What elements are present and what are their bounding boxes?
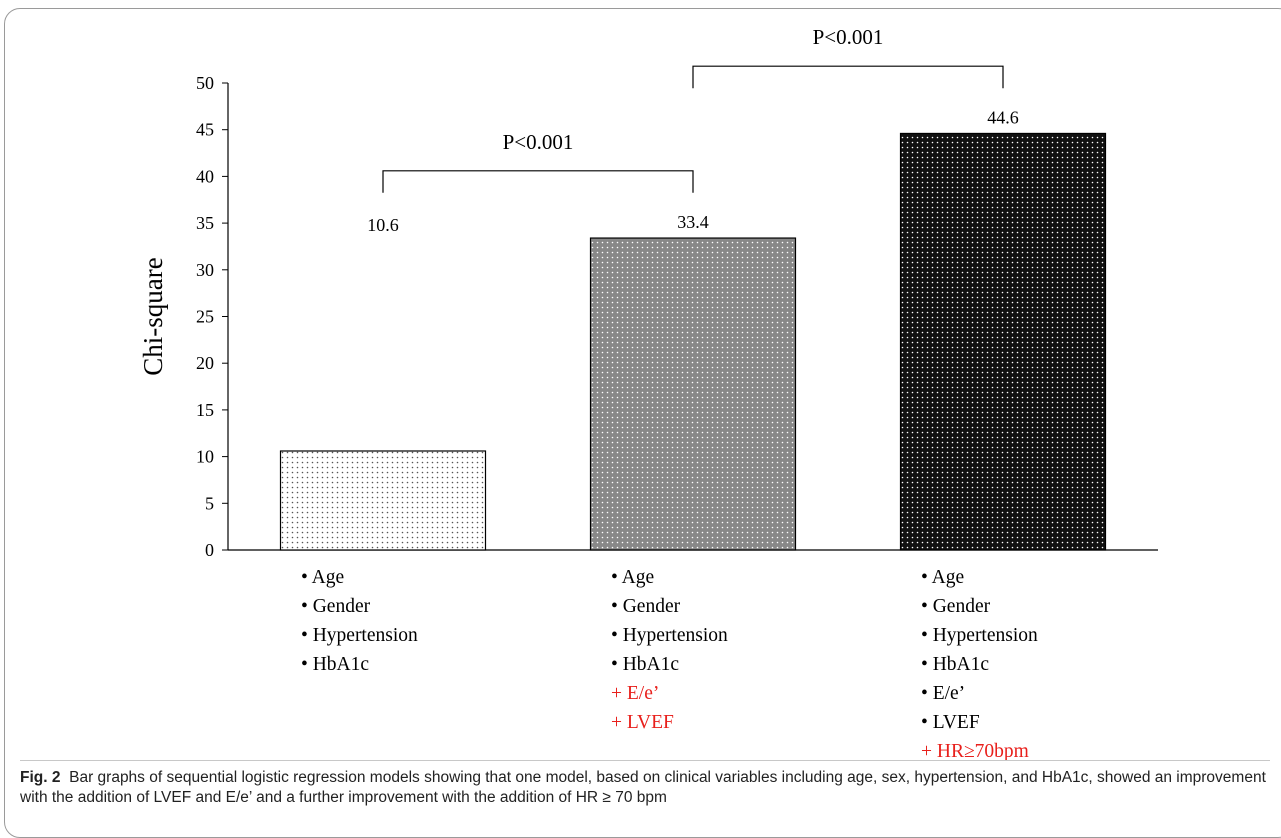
bar-value-label: 44.6 bbox=[987, 107, 1019, 127]
category-item: + HR≥70bpm bbox=[921, 741, 1029, 760]
y-tick-label: 30 bbox=[196, 260, 214, 280]
figure-caption: Fig. 2 Bar graphs of sequential logistic… bbox=[20, 768, 1270, 808]
y-tick-label: 25 bbox=[196, 307, 214, 327]
y-tick-label: 0 bbox=[205, 540, 214, 560]
y-tick-label: 5 bbox=[205, 493, 214, 513]
category-item: • Age bbox=[921, 567, 964, 588]
category-item: • Hypertension bbox=[611, 625, 728, 646]
category-item: • HbA1c bbox=[301, 654, 369, 675]
category-item: • Age bbox=[611, 567, 654, 588]
category-item: • Gender bbox=[611, 596, 681, 617]
bar-3 bbox=[899, 132, 1107, 551]
bar-1 bbox=[279, 450, 487, 551]
category-item: • Age bbox=[301, 567, 344, 588]
y-tick-label: 45 bbox=[196, 120, 214, 140]
y-tick-label: 50 bbox=[196, 73, 214, 93]
category-item: + LVEF bbox=[611, 712, 674, 733]
y-axis-label: Chi-square bbox=[138, 257, 168, 375]
comparison-bracket bbox=[382, 170, 694, 193]
category-item: • LVEF bbox=[921, 712, 980, 733]
comparison-p-value: P<0.001 bbox=[813, 25, 884, 49]
y-tick-label: 20 bbox=[196, 353, 214, 373]
category-item: • E/e’ bbox=[921, 683, 965, 704]
bar-value-label: 33.4 bbox=[677, 212, 709, 232]
category-item: • HbA1c bbox=[611, 654, 679, 675]
y-tick-label: 35 bbox=[196, 213, 214, 233]
caption-label: Fig. 2 bbox=[20, 769, 61, 786]
caption-text: Bar graphs of sequential logistic regres… bbox=[20, 769, 1266, 806]
comparison-p-value: P<0.001 bbox=[503, 130, 574, 154]
category-item: • HbA1c bbox=[921, 654, 989, 675]
bar-value-label: 10.6 bbox=[367, 215, 399, 235]
category-item: • Gender bbox=[921, 596, 991, 617]
category-item: • Hypertension bbox=[921, 625, 1038, 646]
y-tick-label: 10 bbox=[196, 447, 214, 467]
comparison-bracket bbox=[692, 65, 1004, 89]
category-item: • Hypertension bbox=[301, 625, 418, 646]
category-item: • Gender bbox=[301, 596, 371, 617]
caption-separator bbox=[20, 760, 1270, 761]
category-item: + E/e’ bbox=[611, 683, 659, 704]
y-tick-label: 40 bbox=[196, 166, 214, 186]
y-tick-label: 15 bbox=[196, 400, 214, 420]
bar-chart: 0 5 10 15 20 25 30 35 40 45 50 Chi-square 10.6 • Age •… bbox=[138, 25, 1158, 760]
bar-2 bbox=[589, 237, 797, 551]
